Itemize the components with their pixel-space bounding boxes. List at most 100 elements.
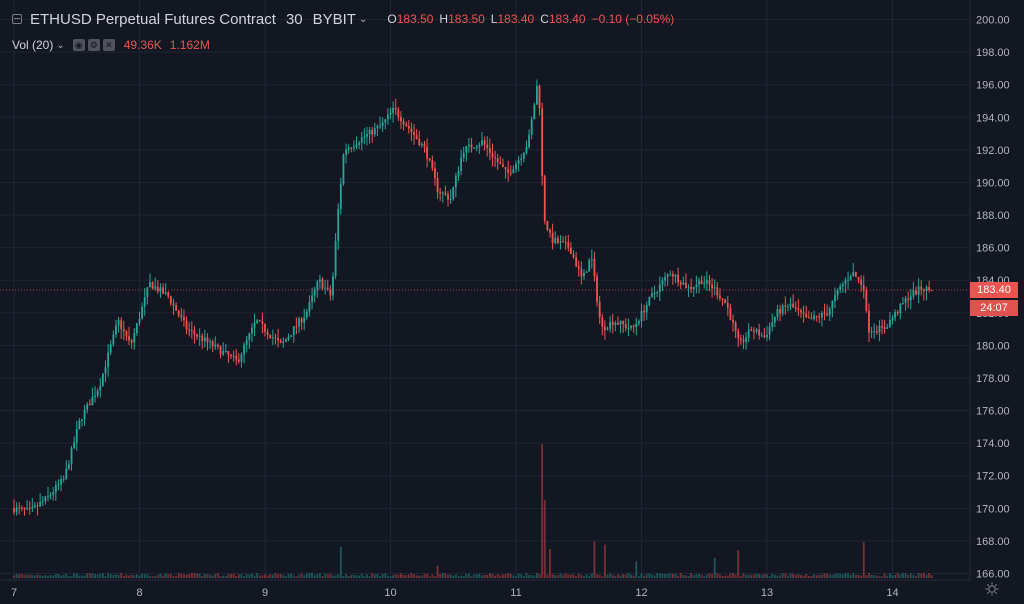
volume-bar xyxy=(481,575,483,578)
volume-bar xyxy=(520,574,523,578)
volume-bar xyxy=(857,574,860,578)
candle-body xyxy=(888,319,891,328)
chevron-down-icon[interactable]: ⌄ xyxy=(358,13,368,25)
candle-body xyxy=(708,280,711,285)
candle-body xyxy=(107,352,110,368)
candle-body xyxy=(705,280,708,284)
candle-body xyxy=(760,335,763,337)
volume-bar xyxy=(836,573,839,578)
volume-bar xyxy=(386,575,389,578)
candle-body xyxy=(753,330,755,332)
candle-body xyxy=(62,478,65,480)
high-value: 183.50 xyxy=(448,12,485,26)
volume-bar xyxy=(130,574,133,578)
volume-bar xyxy=(792,573,795,578)
volume-bar xyxy=(57,574,60,578)
volume-bar xyxy=(674,573,677,578)
candle-body xyxy=(94,395,96,397)
volume-bar xyxy=(823,573,826,578)
x-tick-label: 9 xyxy=(262,587,268,599)
candle-body xyxy=(253,322,256,328)
candle-body xyxy=(31,506,34,509)
candle-body xyxy=(352,146,355,148)
candle-body xyxy=(303,317,306,323)
volume-bar xyxy=(243,576,245,578)
candle-body xyxy=(185,320,188,330)
volume-bar xyxy=(541,444,544,578)
volume-bar xyxy=(83,575,86,578)
exchange-label[interactable]: BYBIT xyxy=(312,10,356,28)
volume-bar xyxy=(253,575,256,578)
candle-body xyxy=(436,177,439,192)
last-price-tag: 183.40 xyxy=(970,282,1018,298)
volume-bar xyxy=(883,573,886,578)
close-icon[interactable]: ✕ xyxy=(102,39,115,51)
candle-body xyxy=(358,142,361,145)
settings-icon[interactable]: ⚙ xyxy=(87,39,100,51)
volume-bar xyxy=(373,574,376,578)
volume-bar xyxy=(308,573,311,578)
volume-bar xyxy=(434,576,436,578)
candle-body xyxy=(316,281,319,290)
symbol-name[interactable]: ETHUSD Perpetual Futures Contract xyxy=(30,10,276,28)
eye-icon[interactable]: ◉ xyxy=(72,39,85,51)
volume-bar xyxy=(509,573,512,578)
candle-body xyxy=(449,199,452,201)
candle-body xyxy=(758,329,761,336)
volume-bar xyxy=(415,575,418,578)
volume-bar xyxy=(828,574,831,578)
candle-body xyxy=(138,318,141,324)
volume-bar xyxy=(598,574,601,578)
candle-body xyxy=(627,327,630,329)
candle-body xyxy=(439,191,442,194)
candle-body xyxy=(635,323,638,328)
candle-body xyxy=(266,331,269,335)
volume-bar xyxy=(371,573,374,578)
collapse-icon[interactable] xyxy=(12,14,22,24)
candle-body xyxy=(779,309,781,314)
candle-body xyxy=(536,85,538,105)
candle-body xyxy=(269,334,272,338)
candle-body xyxy=(36,505,39,507)
candle-body xyxy=(47,495,49,497)
volume-bar xyxy=(517,573,520,578)
volume-bar xyxy=(747,574,750,578)
y-tick-label: 172.00 xyxy=(976,471,1010,483)
volume-bar xyxy=(705,574,708,578)
volume-bar xyxy=(339,546,342,578)
candle-body xyxy=(870,331,873,333)
candle-body xyxy=(583,272,585,277)
volume-bar xyxy=(141,573,144,578)
candle-body xyxy=(245,339,248,345)
volume-bar xyxy=(133,575,136,578)
volume-chevron-down-icon[interactable]: ⌄ xyxy=(56,39,65,51)
volume-bar xyxy=(175,576,178,578)
candle-body xyxy=(813,315,815,320)
candle-body xyxy=(907,298,910,301)
y-tick-label: 174.00 xyxy=(976,438,1010,450)
candle-body xyxy=(57,484,60,486)
volume-bar xyxy=(669,573,672,578)
candle-body xyxy=(588,260,591,272)
time-axis[interactable]: 7 8 9 10 11 12 13 14 xyxy=(11,587,899,599)
volume-bar xyxy=(470,576,473,578)
candle-body xyxy=(133,333,136,343)
volume-bar xyxy=(865,575,868,578)
candle-body xyxy=(491,152,494,158)
candle-body xyxy=(807,317,810,319)
candle-body xyxy=(789,303,792,307)
volume-bar xyxy=(332,575,334,578)
volume-bar xyxy=(313,575,316,578)
volume-bar xyxy=(355,575,358,578)
volume-title[interactable]: Vol (20) xyxy=(12,38,54,52)
volume-bar xyxy=(878,576,881,578)
interval-label[interactable]: 30 xyxy=(285,10,303,28)
y-tick-label: 178.00 xyxy=(976,373,1010,385)
candle-body xyxy=(619,320,622,325)
volume-bar xyxy=(899,574,902,578)
volume-bar xyxy=(224,575,227,578)
candle-body xyxy=(711,284,714,289)
candle-body xyxy=(261,321,264,324)
gear-icon[interactable] xyxy=(985,582,999,596)
